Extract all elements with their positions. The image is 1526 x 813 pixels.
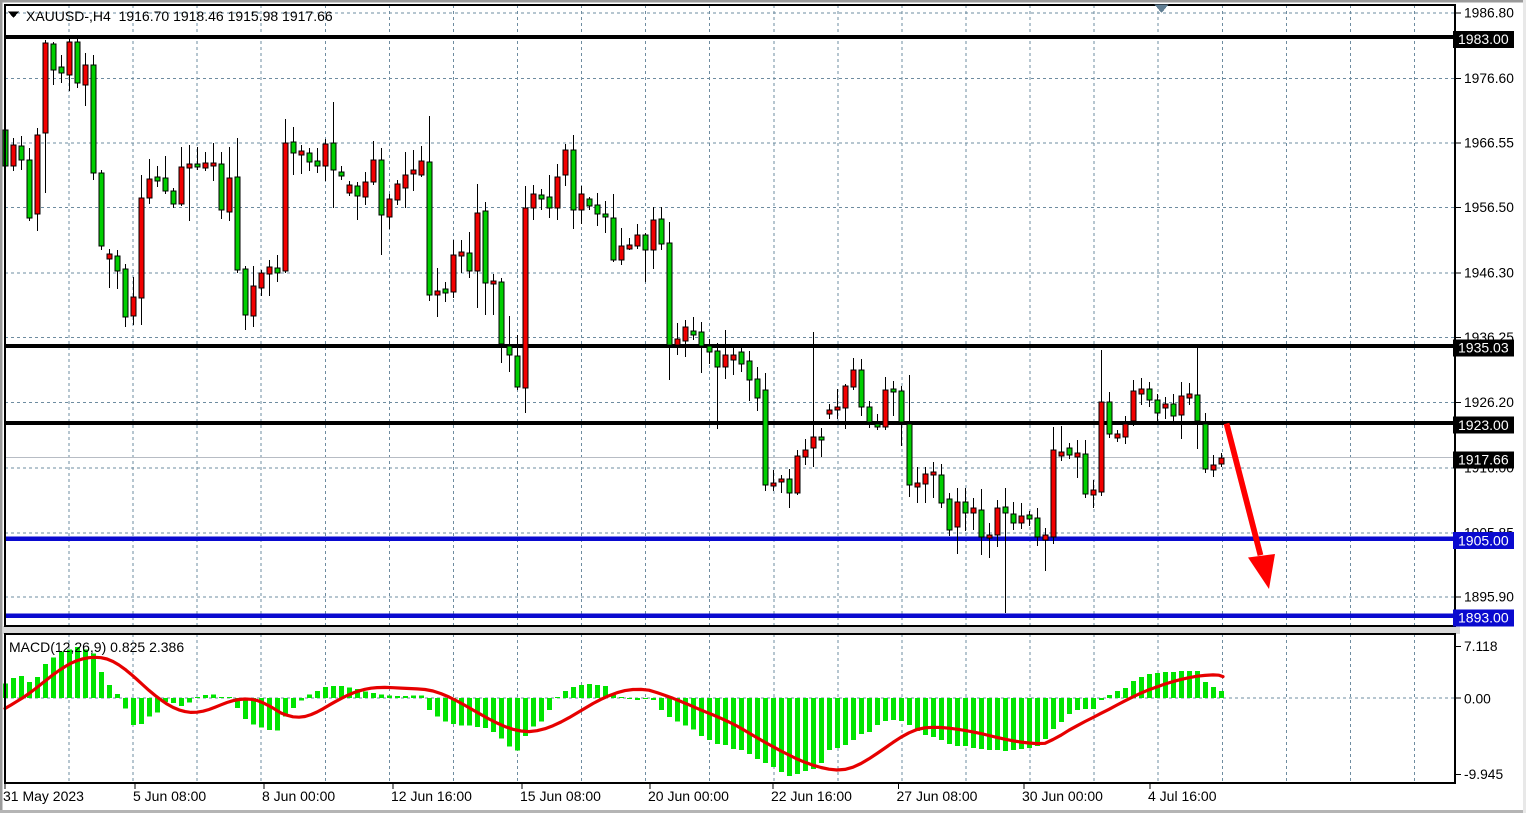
svg-text:1895.90: 1895.90 <box>1464 589 1514 604</box>
svg-text:22 Jun 16:00: 22 Jun 16:00 <box>771 788 852 804</box>
svg-text:27 Jun 08:00: 27 Jun 08:00 <box>897 788 978 804</box>
svg-text:20 Jun 00:00: 20 Jun 00:00 <box>648 788 729 804</box>
svg-text:31 May 2023: 31 May 2023 <box>3 788 84 804</box>
svg-text:12 Jun 16:00: 12 Jun 16:00 <box>391 788 472 804</box>
svg-text:MACD(12,26,9) 0.825 2.386: MACD(12,26,9) 0.825 2.386 <box>9 639 184 655</box>
svg-text:1923.00: 1923.00 <box>1458 417 1509 433</box>
svg-text:1935.03: 1935.03 <box>1458 340 1509 356</box>
svg-text:1893.00: 1893.00 <box>1458 610 1509 626</box>
svg-text:15 Jun 08:00: 15 Jun 08:00 <box>520 788 601 804</box>
svg-text:1983.00: 1983.00 <box>1458 31 1509 47</box>
svg-text:1956.50: 1956.50 <box>1464 200 1514 215</box>
svg-text:1926.20: 1926.20 <box>1464 395 1514 410</box>
svg-text:0.00: 0.00 <box>1464 692 1491 707</box>
svg-text:5 Jun 08:00: 5 Jun 08:00 <box>133 788 206 804</box>
svg-text:1966.55: 1966.55 <box>1464 136 1514 151</box>
svg-text:XAUUSD-,H4 1916.70 1918.46 19: XAUUSD-,H4 1916.70 1918.46 1915.98 1917.… <box>26 8 333 24</box>
svg-text:7.118: 7.118 <box>1464 639 1498 654</box>
svg-text:4 Jul 16:00: 4 Jul 16:00 <box>1148 788 1217 804</box>
svg-text:8 Jun 00:00: 8 Jun 00:00 <box>262 788 335 804</box>
svg-text:1986.80: 1986.80 <box>1464 6 1514 21</box>
svg-text:30 Jun 00:00: 30 Jun 00:00 <box>1022 788 1103 804</box>
svg-text:1946.30: 1946.30 <box>1464 266 1514 281</box>
svg-text:1917.66: 1917.66 <box>1458 452 1509 468</box>
svg-text:1905.00: 1905.00 <box>1458 532 1509 548</box>
svg-text:1976.60: 1976.60 <box>1464 71 1514 86</box>
svg-text:-9.945: -9.945 <box>1464 767 1503 782</box>
